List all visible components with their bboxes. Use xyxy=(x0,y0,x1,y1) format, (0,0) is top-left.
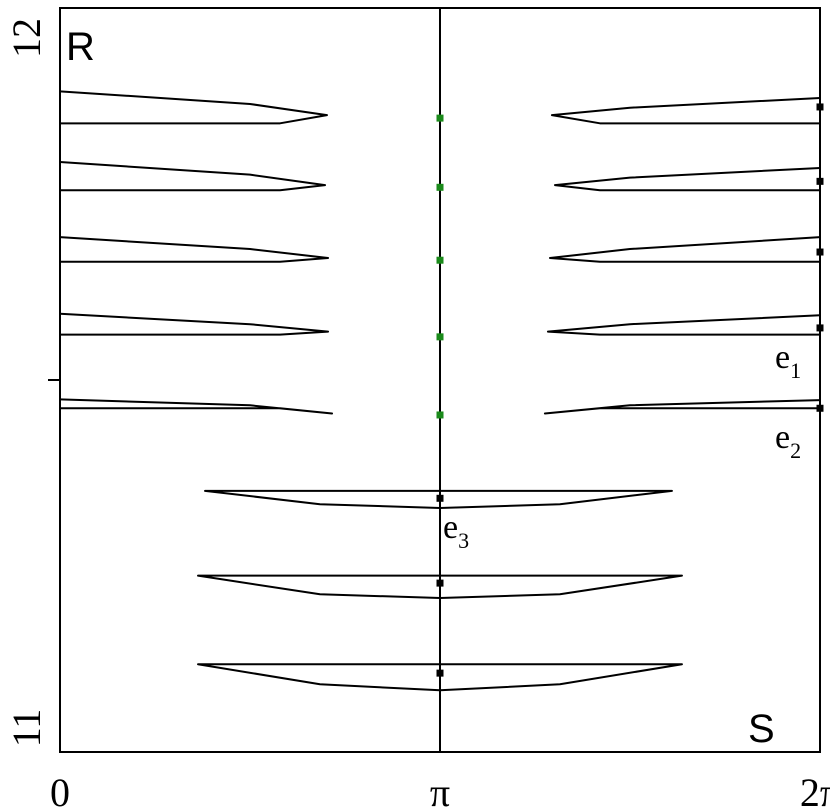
annotation: e3 xyxy=(443,509,469,553)
point xyxy=(816,248,824,256)
annotation-sub: 1 xyxy=(790,358,801,383)
point xyxy=(816,404,824,412)
y-tick-label: 12 xyxy=(4,18,49,58)
curve xyxy=(59,90,328,125)
annotation: e2 xyxy=(775,419,801,463)
x-tick-label: π xyxy=(430,770,450,812)
point xyxy=(816,103,824,111)
curve xyxy=(59,312,330,336)
curve xyxy=(543,399,821,415)
annotation: S xyxy=(748,707,775,751)
curve xyxy=(59,161,327,192)
x-tick-label: 2π xyxy=(800,770,830,812)
annotation-base: e xyxy=(775,419,790,456)
point xyxy=(436,183,444,191)
annotation-base: e xyxy=(775,339,790,376)
annotation-sub: 3 xyxy=(458,528,469,553)
curve xyxy=(59,398,334,415)
x-tick-label: 0 xyxy=(50,770,70,812)
point xyxy=(436,333,444,341)
curve xyxy=(546,314,821,336)
point xyxy=(816,177,824,185)
curve xyxy=(549,236,821,263)
curve xyxy=(197,574,683,599)
point xyxy=(436,114,444,122)
annotation-base: e xyxy=(443,509,458,546)
curve xyxy=(550,97,821,125)
point xyxy=(816,324,824,332)
annotation: R xyxy=(66,25,95,69)
annotation: e1 xyxy=(775,339,801,383)
annotation-sub: 2 xyxy=(790,438,801,463)
point xyxy=(436,494,444,502)
point xyxy=(436,411,444,419)
point xyxy=(436,669,444,677)
point xyxy=(436,256,444,264)
curve xyxy=(204,489,673,509)
curve xyxy=(59,236,330,263)
curve xyxy=(197,663,683,692)
curve xyxy=(553,166,821,192)
point xyxy=(436,579,444,587)
y-tick-label: 11 xyxy=(4,709,49,748)
